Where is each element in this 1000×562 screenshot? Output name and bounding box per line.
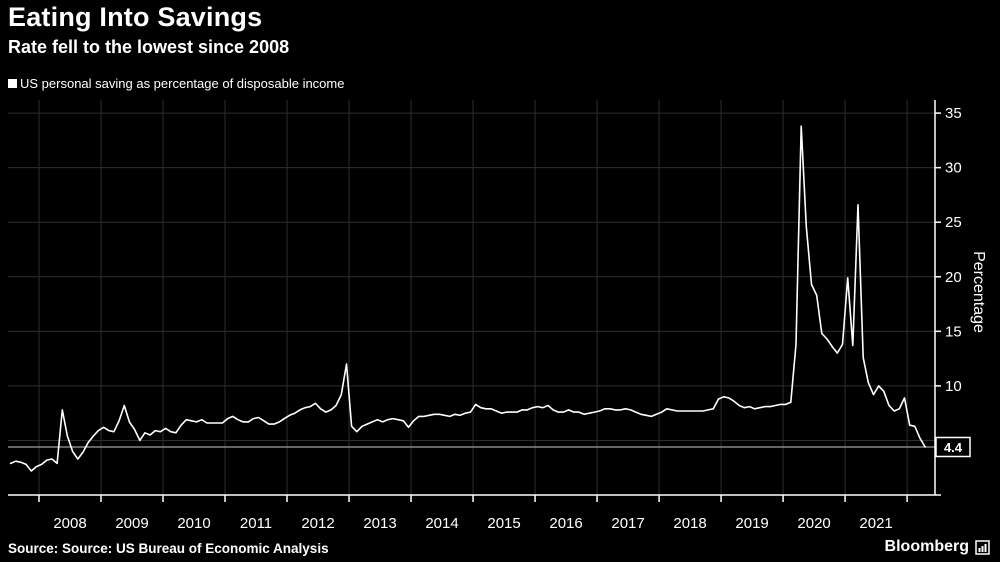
x-tick-label: 2015 bbox=[487, 515, 520, 532]
bloomberg-wordmark: Bloomberg bbox=[884, 538, 969, 555]
legend: US personal saving as percentage of disp… bbox=[8, 76, 344, 91]
x-tick-label: 2019 bbox=[735, 515, 768, 532]
y-tick-label: 10 bbox=[945, 378, 962, 395]
source-note: Source: Source: US Bureau of Economic An… bbox=[8, 541, 329, 556]
x-tick-label: 2018 bbox=[673, 515, 706, 532]
last-value-badge-label: 4.4 bbox=[944, 440, 963, 455]
y-tick-label: 35 bbox=[945, 105, 962, 122]
x-tick-label: 2011 bbox=[240, 515, 272, 532]
legend-label: US personal saving as percentage of disp… bbox=[20, 76, 345, 91]
x-tick-label: 2021 bbox=[859, 515, 892, 532]
chart-subtitle: Rate fell to the lowest since 2008 bbox=[8, 37, 290, 57]
x-tick-label: 2012 bbox=[301, 515, 334, 532]
legend-marker-icon bbox=[8, 79, 17, 88]
last-value-badge bbox=[935, 436, 971, 458]
x-tick-label: 2013 bbox=[363, 515, 396, 532]
y-tick-label: 15 bbox=[945, 323, 962, 340]
x-tick-label: 2020 bbox=[797, 515, 830, 532]
x-tick-label: 2017 bbox=[611, 515, 644, 532]
y-axis-title: Percentage bbox=[970, 251, 987, 333]
series-line bbox=[9, 125, 927, 472]
x-tick-label: 2016 bbox=[549, 515, 582, 532]
chart-title: Eating Into Savings bbox=[8, 2, 263, 32]
y-tick-label: 25 bbox=[945, 214, 962, 231]
x-tick-label: 2010 bbox=[177, 515, 210, 532]
x-tick-label: 2008 bbox=[53, 515, 86, 532]
bloomberg-logo-icon bbox=[975, 539, 990, 555]
bloomberg-logo: Bloomberg bbox=[885, 538, 990, 556]
y-tick-label: 20 bbox=[945, 269, 962, 286]
x-tick-label: 2009 bbox=[115, 515, 148, 532]
y-tick-label: 30 bbox=[945, 160, 962, 177]
x-tick-label: 2014 bbox=[425, 515, 458, 532]
